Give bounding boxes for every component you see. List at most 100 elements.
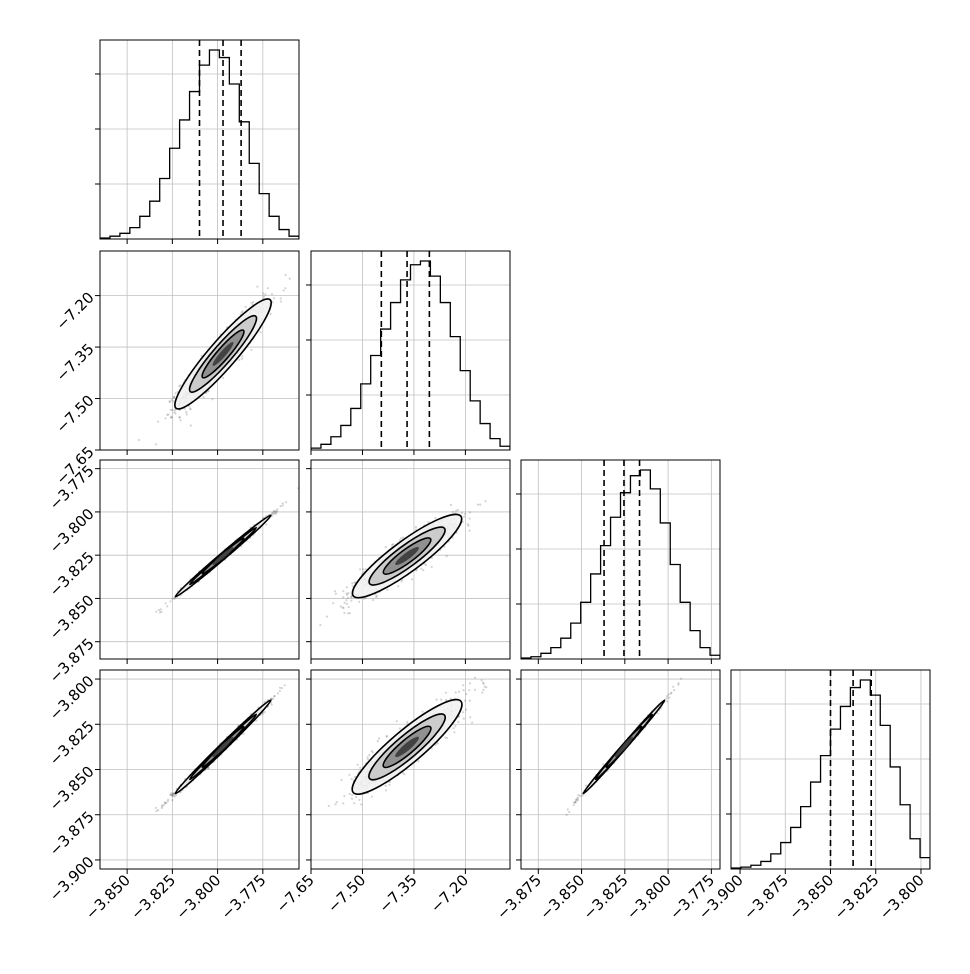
sample-point [469,511,471,513]
sample-point [164,417,166,419]
sample-point [346,603,348,605]
sample-point [238,359,240,361]
sample-point [420,568,422,570]
sample-point [284,287,286,289]
sample-point [263,711,265,713]
sample-point [179,417,181,419]
sample-point [344,602,346,604]
sample-point [342,596,344,598]
sample-point [271,704,273,706]
sample-point [171,409,173,411]
sample-point [342,590,344,592]
sample-point [358,601,360,603]
sample-point [452,511,454,513]
sample-point [359,568,361,570]
sample-point [326,616,328,618]
contour-level-3 [211,546,235,567]
sample-point [245,306,247,308]
sample-point [190,424,192,426]
sample-point [362,568,364,570]
sample-point [157,421,159,423]
sample-point [484,500,486,502]
sample-point [353,581,355,583]
histogram-1 [311,261,510,450]
panel-frame-2-0 [100,460,299,659]
sample-point [267,287,269,289]
sample-point [386,589,388,591]
sample-point [171,416,173,418]
sample-point [285,274,287,276]
sample-point [250,302,252,304]
sample-point [392,543,394,545]
sample-point [334,590,336,592]
sample-point [260,331,262,333]
sample-point [273,297,275,299]
sample-point [211,398,213,400]
sample-point [256,286,258,288]
sample-point [166,414,168,416]
sample-point [169,600,171,602]
sample-point [155,443,157,445]
sample-point [350,600,352,602]
sample-point [461,512,463,514]
sample-point [346,586,348,588]
sample-point [469,530,471,532]
sample-point [166,605,168,607]
sample-point [158,609,160,611]
sample-point [319,624,321,626]
sample-point [185,411,187,413]
sample-point [276,511,278,513]
sample-point [263,295,265,297]
sample-point [343,612,345,614]
sample-point [347,597,349,599]
sample-point [252,301,254,303]
sample-point [385,546,387,548]
sample-point [264,293,266,295]
sample-point [450,504,452,506]
sample-point [272,512,274,514]
sample-point [434,517,436,519]
sample-point [222,377,224,379]
sample-point [345,592,347,594]
sample-point [289,278,291,280]
sample-point [265,523,267,525]
sample-point [241,310,243,312]
sample-point [469,517,471,519]
sample-point [340,605,342,607]
sample-point [446,555,448,557]
panel-frame-1-0 [100,251,299,450]
sample-point [282,502,284,504]
sample-point [372,599,374,601]
sample-point [397,585,399,587]
sample-point [173,396,175,398]
sample-point [477,504,479,506]
sample-point [189,407,191,409]
sample-point [165,602,167,604]
sample-point [180,419,182,421]
sample-point [155,611,157,613]
density-contours-2-1 [344,504,470,608]
sample-point [174,795,176,797]
sample-point [349,612,351,614]
sample-point [285,501,287,503]
sample-point [467,525,469,527]
histogram-2 [521,470,720,659]
sample-point [174,412,176,414]
sample-point [171,399,173,401]
sample-point [262,292,264,294]
sample-point [270,313,272,315]
sample-point [351,582,353,584]
sample-point [167,799,169,801]
sample-point [271,293,273,295]
sample-point [400,537,402,539]
sample-point [202,396,204,398]
sample-point [179,384,181,386]
sample-point [250,349,252,351]
grid-1-0 [100,251,299,450]
sample-point [169,401,171,403]
sample-point [171,799,173,801]
sample-point [347,612,349,614]
sample-point [280,297,282,299]
